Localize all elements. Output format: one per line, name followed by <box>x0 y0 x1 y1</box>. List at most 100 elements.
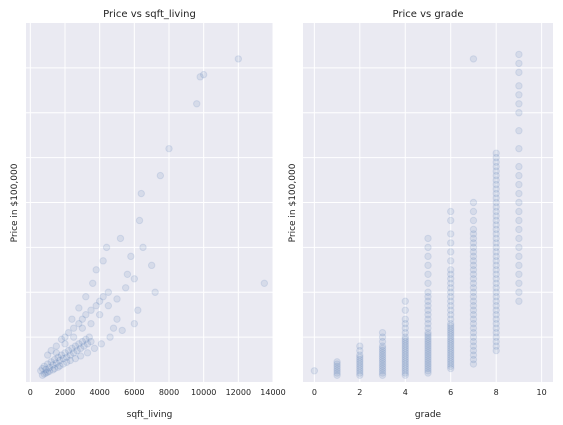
data-points <box>310 50 523 379</box>
data-point <box>49 366 57 374</box>
data-point <box>492 297 500 305</box>
data-point <box>401 297 409 305</box>
data-point <box>447 340 455 348</box>
data-point <box>469 216 478 225</box>
data-point <box>447 349 455 357</box>
data-point <box>75 340 83 348</box>
data-point <box>424 342 432 350</box>
data-point <box>68 315 76 323</box>
data-point <box>424 346 432 355</box>
data-point <box>469 55 478 63</box>
data-point <box>424 333 432 341</box>
data-point <box>424 302 432 310</box>
data-point <box>99 293 107 301</box>
data-point <box>378 362 387 370</box>
data-point <box>130 275 139 283</box>
data-point <box>401 333 409 341</box>
data-point <box>75 319 83 328</box>
data-point <box>469 243 478 252</box>
data-point <box>333 364 341 373</box>
data-point <box>78 337 87 346</box>
data-point <box>76 344 85 353</box>
data-point <box>447 257 455 265</box>
data-point <box>401 328 409 337</box>
x-tick-label: 12000 <box>226 388 251 397</box>
data-point <box>83 340 92 348</box>
data-point <box>492 185 500 193</box>
data-point <box>492 198 500 207</box>
data-point <box>90 344 99 353</box>
data-point <box>447 333 455 341</box>
data-point <box>515 171 523 180</box>
data-point <box>424 340 432 348</box>
data-point <box>401 340 409 348</box>
data-point <box>356 355 364 364</box>
data-point <box>401 353 409 362</box>
data-point <box>447 360 455 368</box>
data-point <box>378 355 387 364</box>
data-point <box>469 252 478 261</box>
data-point <box>469 198 478 207</box>
data-point <box>424 351 432 359</box>
data-point <box>80 342 88 350</box>
data-point <box>424 355 432 364</box>
data-point <box>447 284 455 292</box>
data-point <box>78 324 87 332</box>
data-point <box>492 171 500 180</box>
data-point <box>424 297 432 305</box>
data-point <box>492 319 500 328</box>
data-point <box>424 234 432 243</box>
data-point <box>401 319 409 328</box>
data-point <box>424 344 432 353</box>
data-point <box>85 333 93 341</box>
data-point <box>492 239 500 247</box>
data-point <box>82 293 90 301</box>
x-tick-label: 6000 <box>124 388 144 397</box>
data-point <box>40 362 48 370</box>
data-point <box>378 364 387 373</box>
data-point <box>193 100 201 108</box>
data-point <box>424 367 432 375</box>
data-point <box>49 361 57 369</box>
data-point <box>492 270 500 278</box>
data-point <box>118 326 126 335</box>
data-point <box>515 82 523 90</box>
data-point <box>424 349 432 357</box>
data-point <box>401 371 409 379</box>
data-point <box>447 355 455 364</box>
data-point <box>447 306 455 314</box>
data-points <box>37 55 269 379</box>
data-point <box>447 351 455 359</box>
data-point <box>333 367 341 375</box>
data-point <box>515 180 523 189</box>
data-point <box>71 342 80 350</box>
data-point <box>123 270 132 278</box>
x-tick-label: 8 <box>494 388 499 397</box>
data-point <box>57 335 66 344</box>
data-point <box>469 248 478 256</box>
data-point <box>401 337 409 346</box>
data-point <box>515 243 523 252</box>
data-point <box>356 358 364 366</box>
data-point <box>401 324 409 332</box>
data-point <box>469 355 478 364</box>
data-point <box>515 261 523 270</box>
data-point <box>234 55 243 63</box>
data-point <box>356 342 364 350</box>
data-point <box>515 162 523 171</box>
data-point <box>515 91 523 99</box>
data-point <box>401 362 409 370</box>
data-point <box>401 335 409 344</box>
data-point <box>130 319 139 328</box>
data-point <box>43 360 52 368</box>
x-tick-label: 4 <box>403 388 408 397</box>
data-point <box>69 324 78 332</box>
data-point <box>54 363 62 371</box>
x-tick-label: 2000 <box>55 388 75 397</box>
data-point <box>492 266 500 274</box>
x-tick-label: 14000 <box>260 388 285 397</box>
data-point <box>424 252 432 261</box>
x-tick-label: 10 <box>537 388 547 397</box>
data-point <box>447 315 455 323</box>
data-point <box>87 337 95 346</box>
